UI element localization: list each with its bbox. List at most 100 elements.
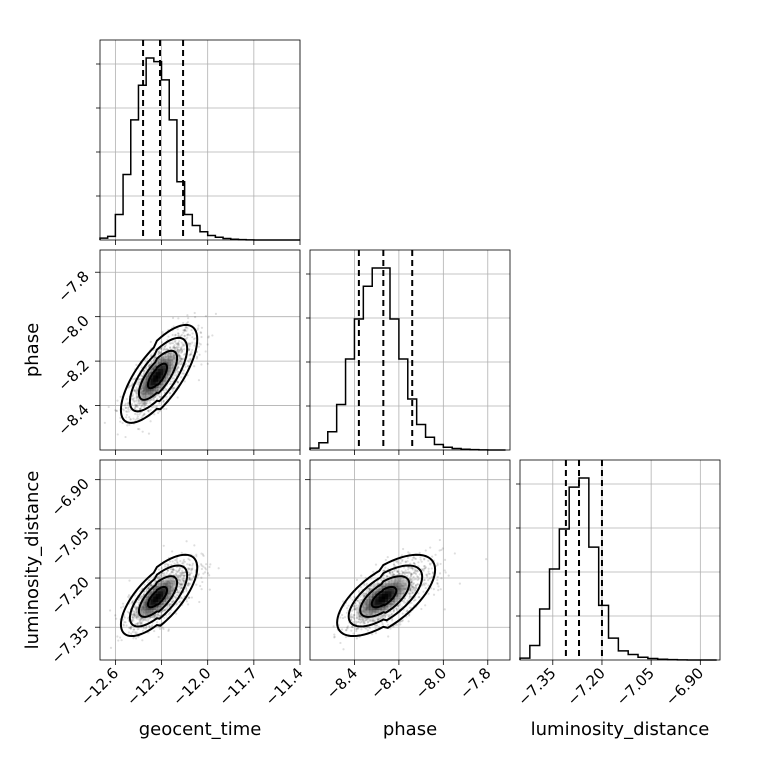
density-cell bbox=[140, 609, 144, 613]
xtick-label-phase: −8.0 bbox=[412, 664, 450, 702]
scatter-point bbox=[134, 632, 138, 636]
scatter-point bbox=[405, 588, 408, 591]
scatter-point bbox=[164, 607, 168, 610]
scatter-point bbox=[179, 359, 182, 363]
scatter-point bbox=[424, 567, 427, 570]
scatter-point bbox=[408, 577, 411, 580]
density-cell bbox=[158, 365, 161, 369]
density-cell bbox=[160, 384, 164, 389]
density-cell bbox=[394, 599, 399, 602]
scatter-point bbox=[120, 606, 123, 609]
scatter-point bbox=[190, 596, 194, 599]
scatter-point bbox=[401, 620, 404, 623]
ylabel-luminosity_distance: luminosity_distance bbox=[22, 471, 43, 650]
scatter-point bbox=[137, 400, 140, 403]
scatter-point bbox=[163, 616, 166, 619]
scatter-point bbox=[369, 619, 372, 622]
scatter-point bbox=[170, 377, 173, 380]
scatter-point bbox=[142, 372, 145, 376]
density-cell bbox=[150, 614, 154, 618]
scatter-point bbox=[357, 608, 360, 611]
scatter-point bbox=[177, 574, 180, 577]
scatter-point bbox=[357, 618, 361, 621]
scatter-point bbox=[135, 607, 138, 610]
scatter-point bbox=[181, 571, 184, 574]
density-cell bbox=[375, 583, 379, 587]
scatter-point bbox=[167, 351, 171, 355]
density-cell bbox=[362, 601, 367, 605]
scatter-point bbox=[410, 583, 413, 587]
scatter-point bbox=[133, 616, 136, 619]
scatter-point bbox=[368, 588, 371, 591]
scatter-point bbox=[422, 569, 425, 572]
scatter-point bbox=[172, 577, 175, 580]
scatter-point bbox=[141, 617, 145, 620]
density-cell bbox=[163, 588, 166, 592]
scatter-point bbox=[187, 596, 191, 599]
scatter-point bbox=[180, 584, 184, 587]
scatter-point bbox=[366, 618, 369, 621]
scatter-point bbox=[142, 413, 145, 417]
scatter-point bbox=[432, 588, 435, 591]
scatter-point bbox=[135, 615, 138, 618]
density-cell bbox=[158, 596, 161, 600]
scatter-point bbox=[420, 560, 423, 563]
density-cell bbox=[158, 599, 161, 602]
scatter-point bbox=[129, 418, 132, 421]
scatter-point bbox=[182, 580, 185, 583]
xtick-label-phase: −8.4 bbox=[323, 664, 361, 702]
scatter-point bbox=[204, 568, 208, 571]
scatter-point bbox=[355, 627, 358, 631]
scatter-point bbox=[355, 617, 359, 620]
scatter-point bbox=[406, 560, 409, 563]
scatter-point bbox=[175, 612, 178, 615]
scatter-point bbox=[443, 569, 446, 572]
density-cell bbox=[368, 609, 373, 613]
scatter-point bbox=[358, 618, 361, 621]
scatter-point bbox=[152, 405, 155, 408]
scatter-point bbox=[427, 559, 430, 562]
scatter-point bbox=[141, 430, 144, 433]
scatter-point bbox=[372, 570, 375, 573]
scatter-point bbox=[195, 357, 199, 360]
scatter-point bbox=[141, 414, 144, 417]
scatter-point bbox=[119, 416, 122, 419]
scatter-point bbox=[395, 608, 398, 611]
scatter-point bbox=[178, 360, 181, 363]
density-cell bbox=[145, 394, 149, 398]
panel-frame bbox=[99, 459, 301, 661]
scatter-point bbox=[350, 629, 353, 632]
scatter-point bbox=[411, 558, 414, 561]
scatter-point bbox=[165, 389, 168, 392]
scatter-point bbox=[362, 620, 365, 623]
scatter-point bbox=[167, 352, 170, 355]
scatter-point bbox=[407, 551, 410, 554]
scatter-point bbox=[136, 622, 139, 625]
scatter-point bbox=[352, 621, 355, 624]
scatter-point bbox=[135, 400, 138, 403]
scatter-point bbox=[136, 617, 139, 620]
density-cell bbox=[150, 604, 154, 608]
scatter-point bbox=[394, 578, 397, 581]
scatter-point bbox=[132, 613, 135, 616]
density-cell bbox=[394, 585, 399, 589]
density-cell bbox=[378, 601, 383, 605]
scatter-point bbox=[350, 613, 353, 616]
scatter-point bbox=[186, 563, 189, 566]
density-cell bbox=[378, 614, 383, 618]
density-cell bbox=[153, 394, 156, 398]
density-cell bbox=[135, 614, 139, 618]
scatter-point bbox=[183, 574, 186, 578]
scatter-point bbox=[188, 577, 191, 581]
scatter-point bbox=[159, 350, 162, 354]
scatter-point bbox=[410, 572, 413, 576]
density-cell bbox=[153, 599, 156, 602]
scatter-point bbox=[198, 353, 201, 356]
scatter-point bbox=[359, 586, 362, 589]
density-cell bbox=[155, 362, 159, 366]
scatter-point bbox=[141, 401, 144, 404]
density-cell bbox=[378, 609, 383, 613]
density-cell bbox=[143, 617, 147, 621]
scatter-point bbox=[135, 607, 138, 610]
